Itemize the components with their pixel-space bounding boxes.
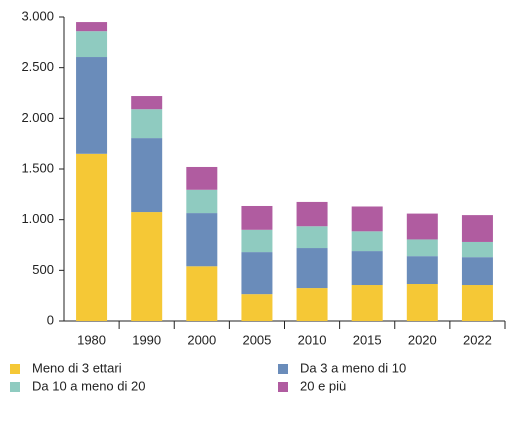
bar-segment xyxy=(351,231,383,252)
bar-segment xyxy=(241,294,273,321)
y-tick-label: 0 xyxy=(47,312,54,327)
y-tick-label: 2.000 xyxy=(21,110,54,125)
y-tick-label: 1.000 xyxy=(21,211,54,226)
bar-segment xyxy=(296,226,328,249)
legend-swatch xyxy=(278,382,288,392)
legend-label: Da 3 a meno di 10 xyxy=(300,360,406,375)
bar-segment xyxy=(351,251,383,286)
legend-label: Meno di 3 ettari xyxy=(32,360,122,375)
bar-segment xyxy=(186,189,218,214)
bar-segment xyxy=(406,256,438,285)
x-tick-label: 2005 xyxy=(242,332,271,347)
bar-segment xyxy=(76,31,108,58)
bar-segment xyxy=(241,205,273,230)
bar-segment xyxy=(406,284,438,321)
bar-segment xyxy=(241,252,273,295)
bar-segment xyxy=(76,153,108,321)
x-tick-label: 1980 xyxy=(77,332,106,347)
bar-segment xyxy=(131,212,163,321)
x-tick-label: 2000 xyxy=(187,332,216,347)
x-tick-label: 2010 xyxy=(298,332,327,347)
legend-swatch xyxy=(10,382,20,392)
x-tick-label: 2015 xyxy=(353,332,382,347)
legend-label: Da 10 a meno di 20 xyxy=(32,378,145,393)
bar-segment xyxy=(186,213,218,267)
bar-segment xyxy=(406,213,438,240)
bar-segment xyxy=(296,201,328,227)
bar-segment xyxy=(461,241,493,258)
bar-segment xyxy=(241,229,273,253)
bar-segment xyxy=(351,206,383,232)
bar-segment xyxy=(186,266,218,321)
legend-swatch xyxy=(278,364,288,374)
bar-segment xyxy=(131,109,163,139)
y-tick-label: 500 xyxy=(32,262,54,277)
bar-segment xyxy=(186,166,218,190)
bar-segment xyxy=(461,215,493,242)
bar-segment xyxy=(296,288,328,321)
bar-segment xyxy=(76,57,108,154)
bar-segment xyxy=(461,285,493,321)
bar-segment xyxy=(351,285,383,321)
bar-segment xyxy=(461,257,493,286)
bar-segment xyxy=(296,248,328,289)
bar-segment xyxy=(131,96,163,110)
bar-segment xyxy=(131,138,163,213)
legend-label: 20 e più xyxy=(300,378,346,393)
y-tick-label: 1.500 xyxy=(21,160,54,175)
x-tick-label: 2020 xyxy=(408,332,437,347)
bar-segment xyxy=(406,239,438,257)
y-tick-label: 3.000 xyxy=(21,8,54,23)
x-tick-label: 2022 xyxy=(463,332,492,347)
bar-segment xyxy=(76,22,108,32)
x-tick-label: 1990 xyxy=(132,332,161,347)
y-tick-label: 2.500 xyxy=(21,59,54,74)
legend-swatch xyxy=(10,364,20,374)
